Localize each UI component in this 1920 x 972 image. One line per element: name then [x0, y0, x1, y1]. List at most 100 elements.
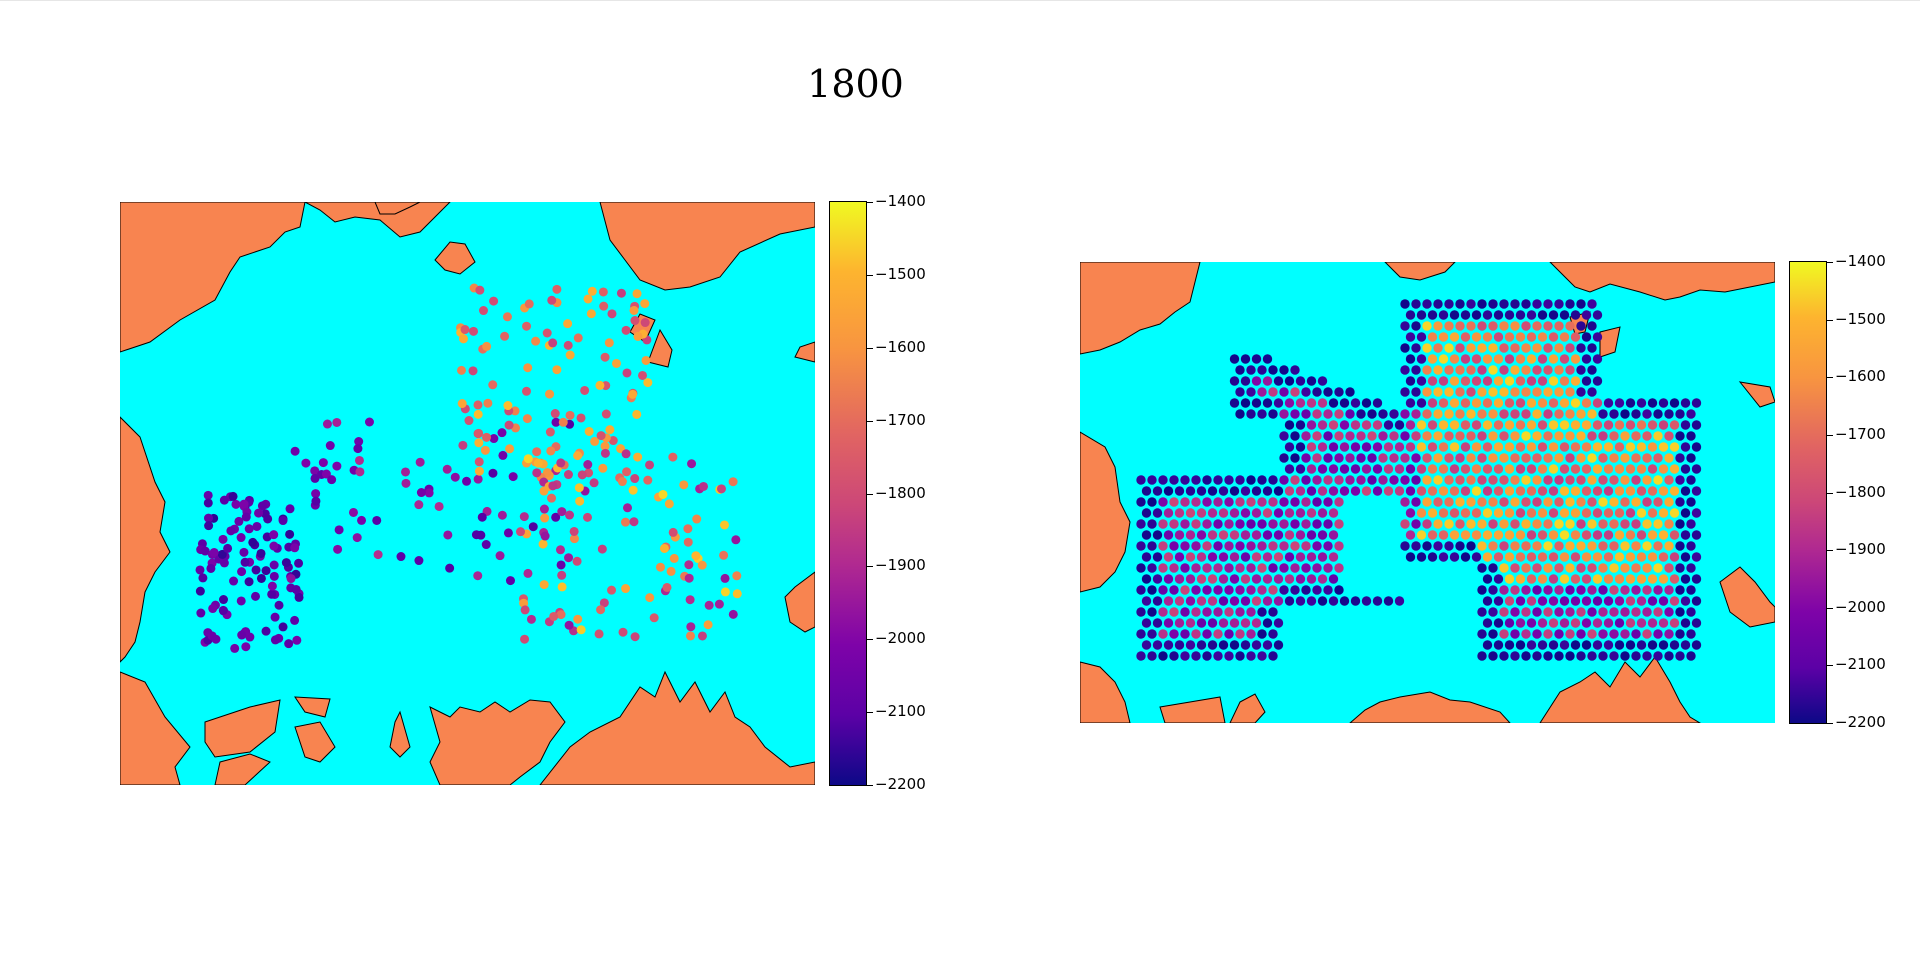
- scatter-point: [334, 525, 344, 535]
- scatter-point: [1240, 596, 1251, 606]
- scatter-point: [1510, 475, 1520, 485]
- scatter-point: [1306, 464, 1317, 474]
- scatter-point: [1493, 442, 1504, 452]
- scatter-point: [1477, 343, 1487, 353]
- scatter-point: [1598, 497, 1608, 507]
- scatter-point: [662, 582, 672, 592]
- scatter-point: [564, 553, 574, 563]
- scatter-point: [607, 309, 617, 319]
- scatter-point: [1675, 585, 1685, 595]
- scatter-point: [1163, 486, 1174, 496]
- scatter-point: [1493, 310, 1504, 320]
- scatter-point: [1581, 310, 1592, 320]
- scatter-point: [1229, 574, 1240, 584]
- scatter-point: [1543, 321, 1553, 331]
- scatter-point: [1680, 464, 1691, 474]
- scatter-point: [1548, 420, 1559, 430]
- scatter-point: [1136, 607, 1146, 617]
- colorbar-tick-label: −1700: [875, 410, 926, 429]
- scatter-point: [1603, 486, 1614, 496]
- scatter-point: [1576, 563, 1586, 573]
- scatter-point: [1174, 574, 1185, 584]
- land-bottom-center: [429, 699, 566, 785]
- scatter-point: [611, 358, 621, 368]
- scatter-point: [1625, 464, 1636, 474]
- scatter-point: [1328, 486, 1339, 496]
- scatter-point: [1499, 343, 1509, 353]
- scatter-point: [1559, 530, 1570, 540]
- scatter-point: [1312, 585, 1322, 595]
- scatter-point: [1493, 420, 1504, 430]
- scatter-point: [1515, 508, 1526, 518]
- scatter-point: [1658, 464, 1669, 474]
- scatter-point: [629, 517, 639, 527]
- scatter-point: [1416, 508, 1427, 518]
- scatter-point: [1576, 409, 1586, 419]
- scatter-point: [1433, 519, 1443, 529]
- scatter-point: [1339, 398, 1350, 408]
- scatter-point: [1279, 519, 1289, 529]
- scatter-point: [1521, 585, 1531, 595]
- scatter-point: [1147, 629, 1157, 639]
- colorbar-tick: [1826, 665, 1833, 667]
- scatter-point: [1141, 552, 1152, 562]
- scatter-point: [1636, 508, 1647, 518]
- scatter-point: [1444, 475, 1454, 485]
- scatter-point: [1482, 376, 1493, 386]
- scatter-point: [445, 563, 455, 573]
- scatter-point: [1152, 552, 1163, 562]
- scatter-point: [1532, 431, 1542, 441]
- scatter-point: [1240, 376, 1251, 386]
- scatter-point: [1521, 453, 1531, 463]
- scatter-point: [291, 584, 301, 594]
- scatter-point: [1493, 508, 1504, 518]
- scatter-point: [569, 534, 579, 544]
- scatter-point: [1686, 453, 1696, 463]
- scatter-point: [1565, 431, 1575, 441]
- scatter-point: [292, 635, 302, 645]
- scatter-point: [1202, 497, 1212, 507]
- scatter-point: [687, 459, 697, 469]
- scatter-point: [1317, 574, 1328, 584]
- scatter-point: [1246, 629, 1256, 639]
- scatter-point: [1576, 453, 1586, 463]
- scatter-point: [1532, 651, 1542, 661]
- scatter-point: [1559, 486, 1570, 496]
- scatter-point: [605, 425, 615, 435]
- scatter-point: [1295, 508, 1306, 518]
- scatter-point: [1680, 508, 1691, 518]
- scatter-point: [1449, 354, 1460, 364]
- scatter-point: [1433, 453, 1443, 463]
- scatter-point: [1691, 442, 1702, 452]
- scatter-point: [1554, 365, 1564, 375]
- scatter-point: [1306, 376, 1317, 386]
- scatter-point: [1543, 497, 1553, 507]
- scatter-point: [1460, 310, 1471, 320]
- scatter-point: [1466, 299, 1476, 309]
- scatter-point: [1669, 464, 1680, 474]
- scatter-point: [686, 622, 696, 632]
- scatter-point: [1416, 354, 1427, 364]
- scatter-point: [1521, 497, 1531, 507]
- scatter-point: [1471, 464, 1482, 474]
- scatter-point: [1152, 618, 1163, 628]
- scatter-point: [1620, 651, 1630, 661]
- scatter-point: [580, 385, 590, 395]
- scatter-point: [226, 526, 236, 536]
- scatter-point: [1521, 365, 1531, 375]
- scatter-point: [1614, 508, 1625, 518]
- scatter-point: [1554, 585, 1564, 595]
- scatter-point: [1504, 376, 1515, 386]
- scatter-point: [1169, 497, 1179, 507]
- scatter-point: [211, 634, 221, 644]
- scatter-point: [1675, 519, 1685, 529]
- scatter-point: [1328, 530, 1339, 540]
- scatter-point: [489, 296, 499, 306]
- scatter-point: [1361, 442, 1372, 452]
- scatter-point: [1581, 574, 1592, 584]
- scatter-point: [482, 341, 492, 351]
- scatter-point: [1361, 596, 1372, 606]
- scatter-point: [1570, 508, 1581, 518]
- scatter-point: [1257, 475, 1267, 485]
- scatter-point: [1482, 464, 1493, 474]
